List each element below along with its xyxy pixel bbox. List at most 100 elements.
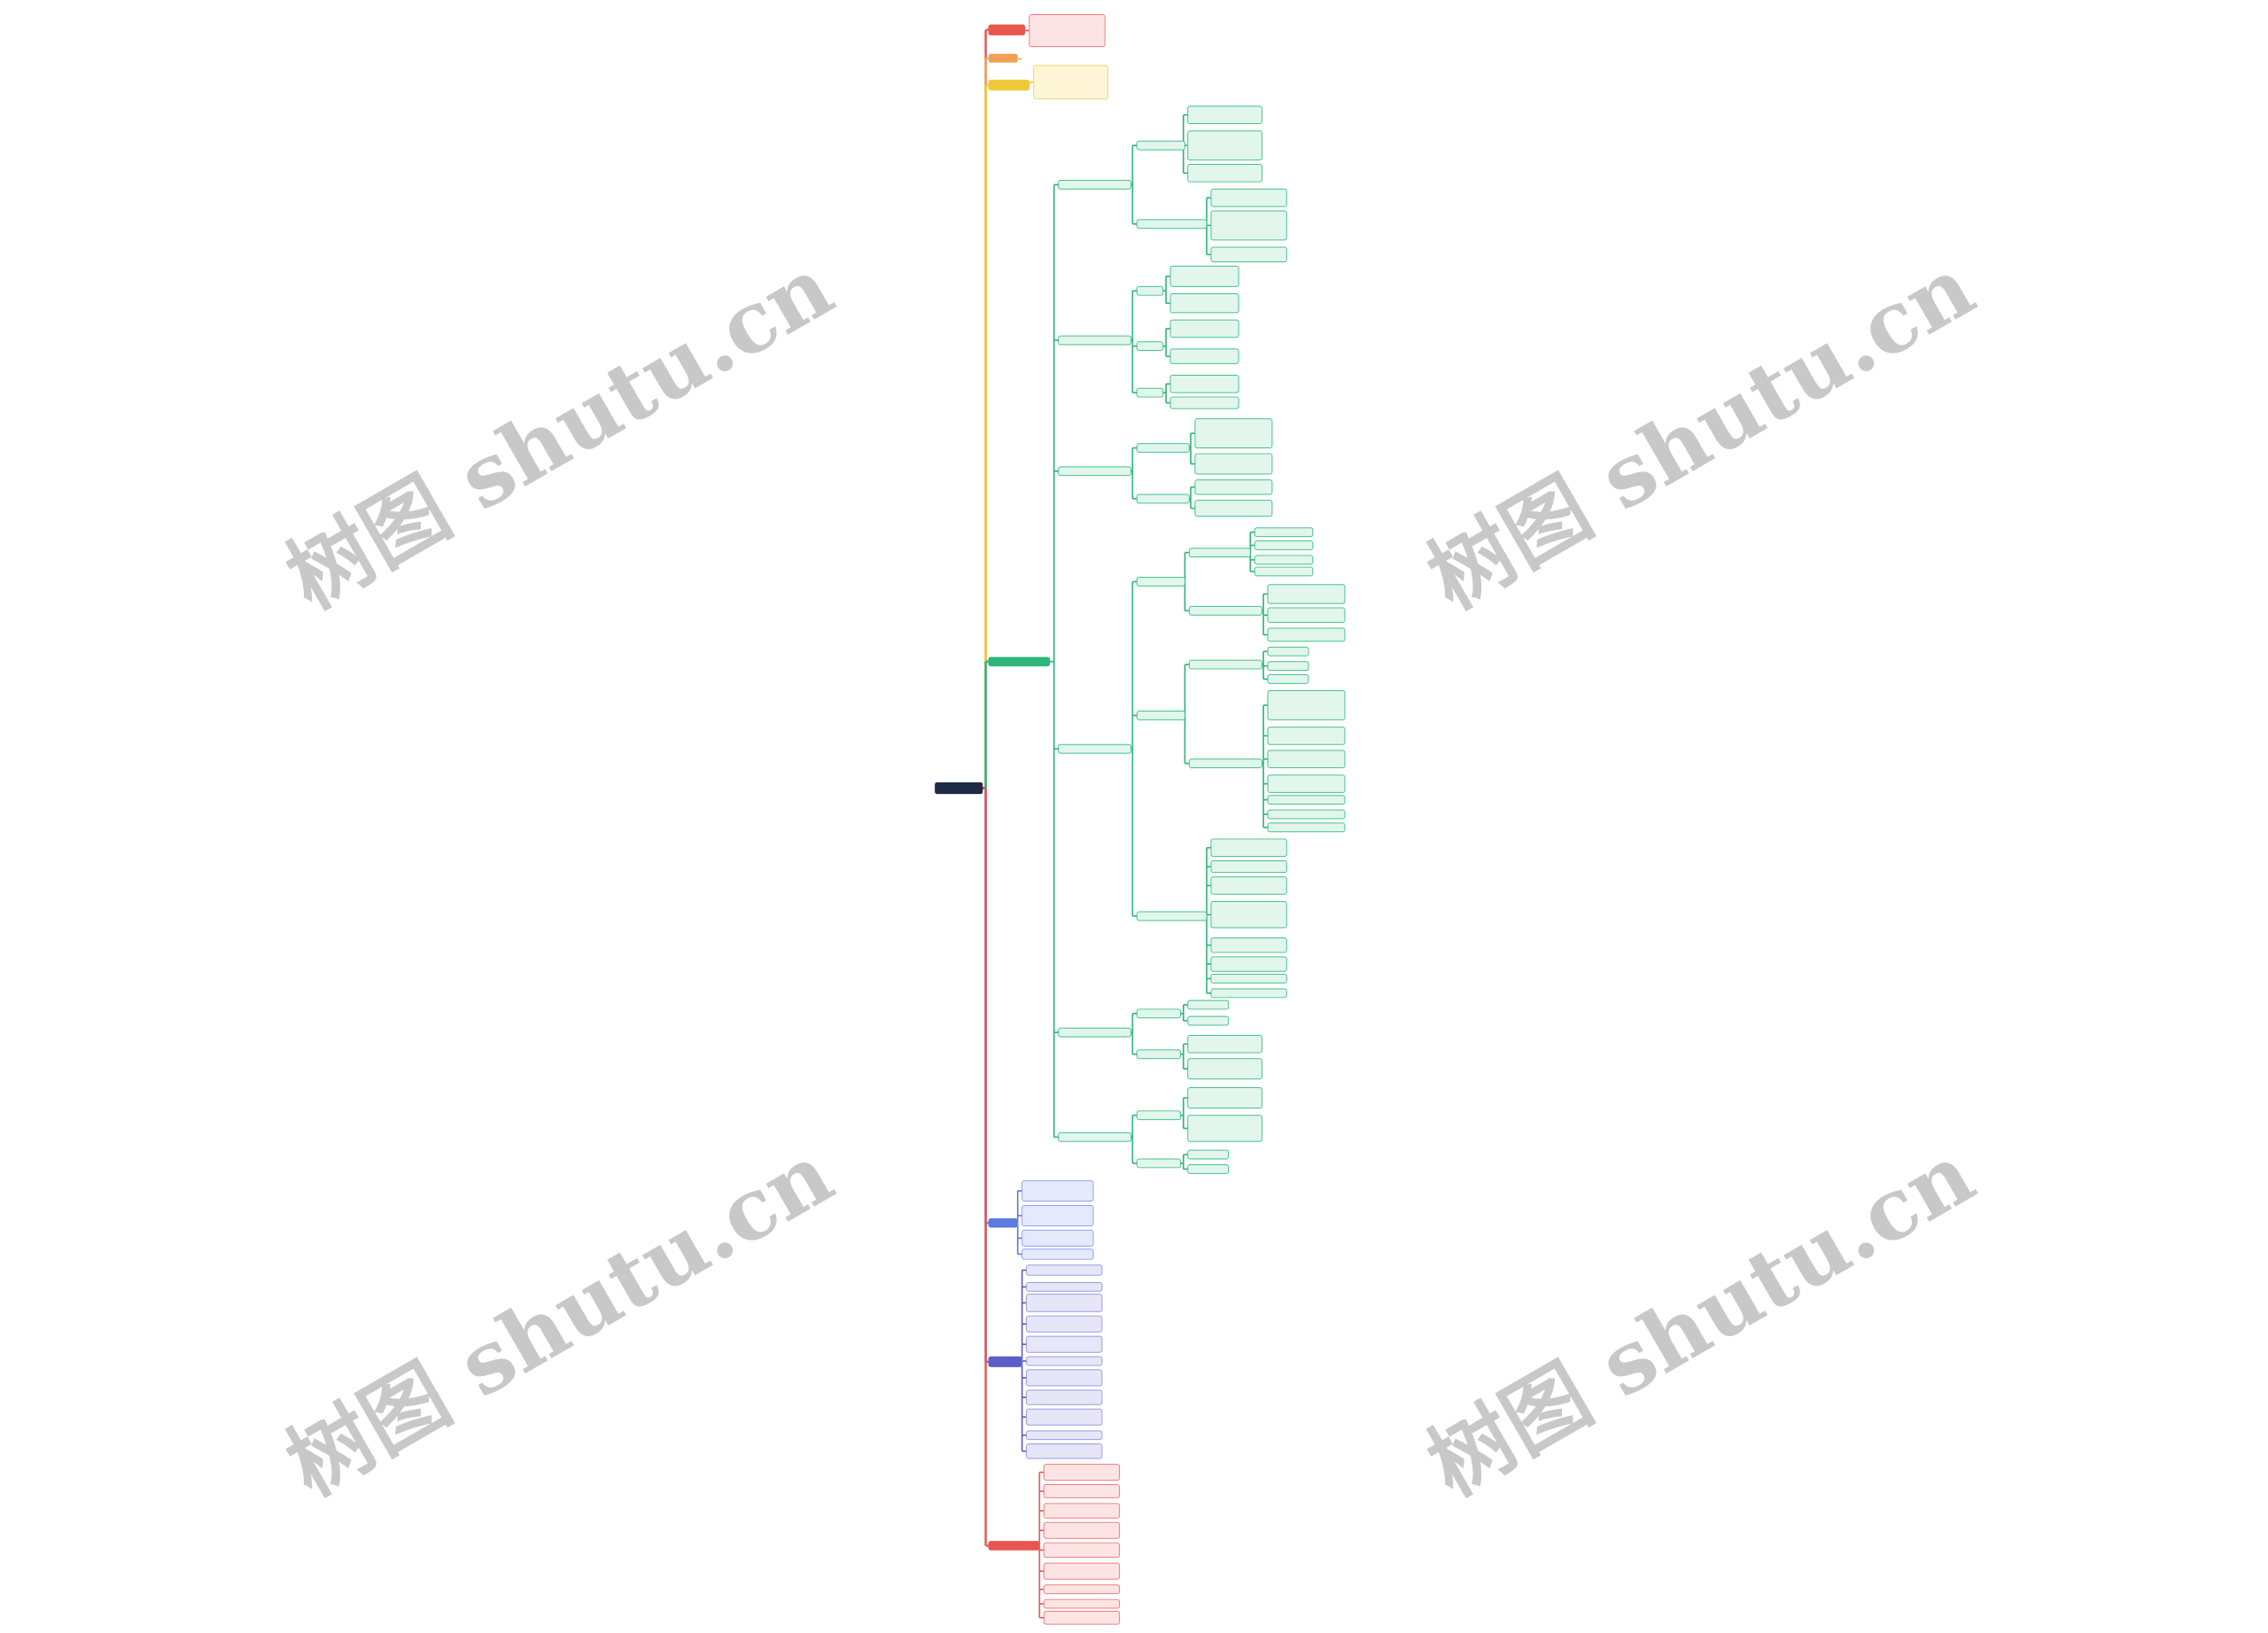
node [1021, 1180, 1094, 1202]
node [1187, 999, 1230, 1010]
node [1187, 164, 1262, 183]
node [1136, 1008, 1182, 1019]
node [1187, 130, 1262, 161]
node [1267, 661, 1309, 672]
node [1188, 758, 1262, 769]
watermark: 树图 shutu.cn [271, 1125, 849, 1516]
watermark: 树图 shutu.cn [1412, 1125, 1990, 1516]
node [1210, 901, 1287, 929]
branch-node [988, 1218, 1018, 1228]
node [1169, 374, 1239, 393]
node [1043, 1562, 1121, 1580]
node [1169, 396, 1239, 409]
connectors [983, 28, 1268, 1619]
node [1136, 577, 1185, 587]
root-node [935, 782, 983, 795]
node [1136, 387, 1164, 398]
node [1254, 527, 1314, 538]
node [1136, 911, 1208, 921]
node [1026, 1335, 1103, 1353]
node [1026, 1389, 1103, 1405]
node [1026, 1315, 1103, 1333]
node [1136, 1110, 1182, 1121]
node [1194, 418, 1273, 448]
node [1026, 1264, 1103, 1276]
branch-node [988, 1541, 1040, 1551]
node [1169, 265, 1239, 287]
watermark: 树图 shutu.cn [1412, 238, 1990, 629]
node [1058, 1027, 1132, 1038]
node [1058, 466, 1132, 477]
node [1169, 293, 1239, 314]
node [1267, 646, 1309, 657]
node [1029, 13, 1106, 48]
node [1188, 605, 1262, 616]
node [1210, 876, 1287, 895]
node [1169, 348, 1239, 364]
branch-node [988, 657, 1050, 666]
node [1136, 443, 1190, 453]
node [1210, 956, 1287, 972]
node [1210, 937, 1287, 953]
node [1136, 1158, 1182, 1169]
node [1026, 1369, 1103, 1387]
node [1187, 1034, 1262, 1054]
node [1187, 105, 1262, 125]
node [1058, 743, 1132, 754]
node [1267, 795, 1346, 805]
node [1210, 974, 1287, 984]
node [1136, 711, 1185, 720]
branch-node [988, 24, 1025, 35]
node [1058, 1131, 1132, 1142]
node [1136, 494, 1190, 504]
node [1194, 500, 1273, 517]
node [1043, 1610, 1121, 1625]
node [1267, 690, 1346, 720]
node [1043, 1484, 1121, 1498]
node [1254, 555, 1314, 565]
branch-node [988, 53, 1018, 63]
node [1187, 1164, 1230, 1174]
node [1210, 838, 1287, 858]
node [1043, 1521, 1121, 1539]
nodes [935, 13, 1346, 1625]
node [1194, 479, 1273, 495]
node [1043, 1598, 1121, 1609]
node [1136, 1049, 1182, 1060]
node [1021, 54, 1076, 64]
node [1026, 1443, 1103, 1459]
node [1267, 674, 1309, 684]
node [1136, 285, 1164, 296]
node [1187, 1015, 1230, 1026]
node [1136, 341, 1164, 352]
node [1188, 548, 1251, 558]
node [1043, 1584, 1121, 1595]
node [1058, 180, 1132, 190]
node [1026, 1294, 1103, 1312]
node [1210, 246, 1287, 262]
node [1188, 659, 1262, 670]
node [1021, 1229, 1094, 1247]
node [1187, 1058, 1262, 1080]
node [1267, 809, 1346, 820]
node [1267, 750, 1346, 769]
node [1033, 65, 1108, 100]
node [1026, 1408, 1103, 1426]
node [1210, 988, 1287, 999]
node [1026, 1430, 1103, 1441]
node [1267, 822, 1346, 833]
node [1021, 1204, 1094, 1226]
node [1210, 860, 1287, 874]
node [1026, 1356, 1103, 1366]
node [1187, 1087, 1262, 1109]
node [1043, 1542, 1121, 1559]
node [1194, 453, 1273, 475]
node [1254, 540, 1314, 550]
node [1254, 566, 1314, 577]
node [1187, 1149, 1230, 1160]
branch-node [988, 80, 1029, 90]
node [1267, 584, 1346, 604]
node [1021, 1248, 1094, 1260]
node [1210, 210, 1287, 241]
